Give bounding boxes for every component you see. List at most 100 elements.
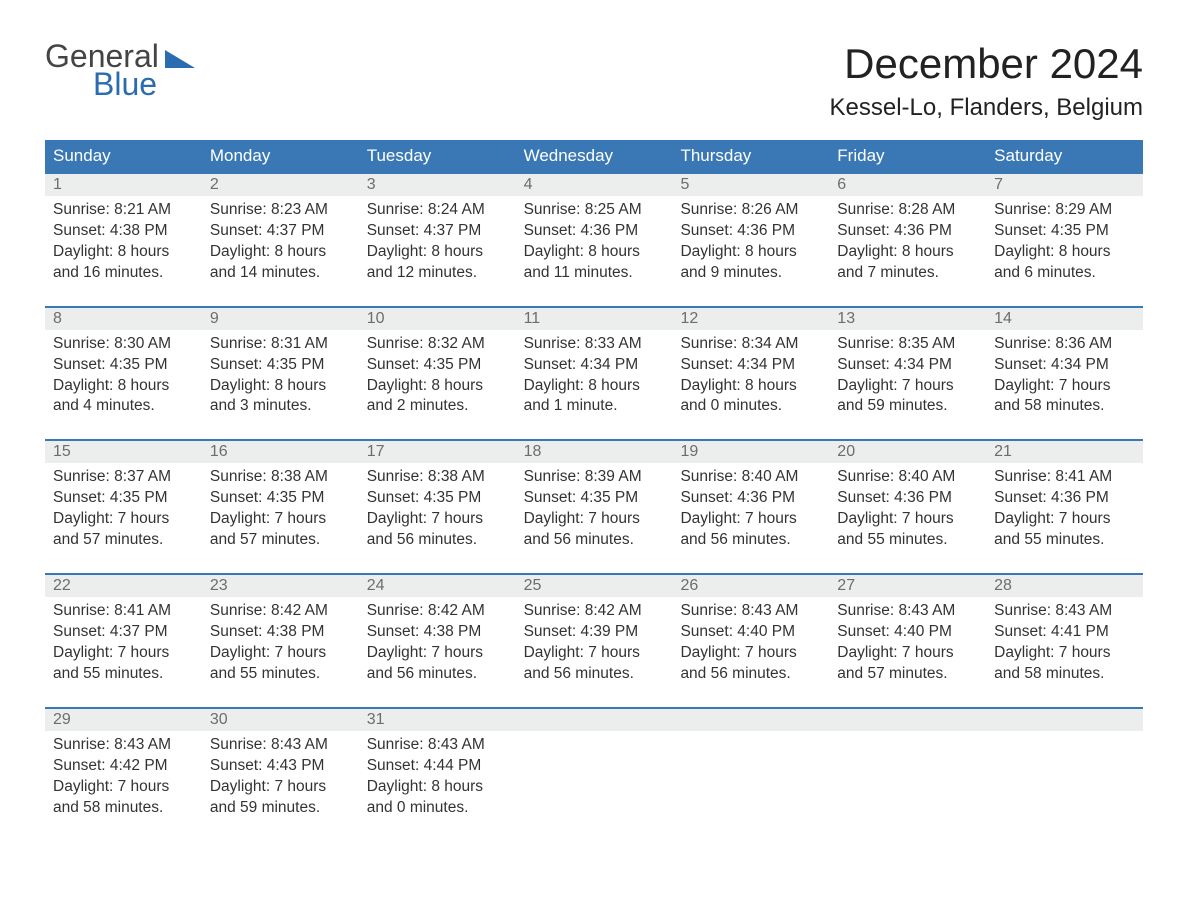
day-cell: Sunrise: 8:21 AMSunset: 4:38 PMDaylight:… <box>45 196 202 292</box>
sunset-text: Sunset: 4:44 PM <box>367 756 508 777</box>
daylight-text-1: Daylight: 7 hours <box>210 777 351 798</box>
day-cell <box>516 731 673 827</box>
day-cell: Sunrise: 8:34 AMSunset: 4:34 PMDaylight:… <box>672 330 829 426</box>
day-number-row: 293031 <box>45 707 1143 731</box>
day-number: 1 <box>45 174 202 196</box>
sunset-text: Sunset: 4:35 PM <box>210 488 351 509</box>
day-number: 30 <box>202 709 359 731</box>
day-cell: Sunrise: 8:42 AMSunset: 4:38 PMDaylight:… <box>202 597 359 693</box>
daylight-text-1: Daylight: 7 hours <box>367 509 508 530</box>
day-number: 19 <box>672 441 829 463</box>
day-number: 7 <box>986 174 1143 196</box>
daylight-text-2: and 11 minutes. <box>524 263 665 284</box>
sunset-text: Sunset: 4:34 PM <box>524 355 665 376</box>
day-body-row: Sunrise: 8:21 AMSunset: 4:38 PMDaylight:… <box>45 196 1143 292</box>
daylight-text-1: Daylight: 8 hours <box>210 242 351 263</box>
day-number: 18 <box>516 441 673 463</box>
day-cell: Sunrise: 8:25 AMSunset: 4:36 PMDaylight:… <box>516 196 673 292</box>
daylight-text-1: Daylight: 7 hours <box>524 509 665 530</box>
week-block: 293031Sunrise: 8:43 AMSunset: 4:42 PMDay… <box>45 707 1143 827</box>
sunset-text: Sunset: 4:37 PM <box>367 221 508 242</box>
sunrise-text: Sunrise: 8:40 AM <box>837 467 978 488</box>
daylight-text-2: and 55 minutes. <box>837 530 978 551</box>
daylight-text-1: Daylight: 7 hours <box>837 643 978 664</box>
daylight-text-1: Daylight: 7 hours <box>837 509 978 530</box>
day-body-row: Sunrise: 8:41 AMSunset: 4:37 PMDaylight:… <box>45 597 1143 693</box>
daylight-text-2: and 4 minutes. <box>53 396 194 417</box>
sunrise-text: Sunrise: 8:32 AM <box>367 334 508 355</box>
day-number: 26 <box>672 575 829 597</box>
sunset-text: Sunset: 4:41 PM <box>994 622 1135 643</box>
daylight-text-2: and 16 minutes. <box>53 263 194 284</box>
daylight-text-1: Daylight: 8 hours <box>524 376 665 397</box>
sunrise-text: Sunrise: 8:26 AM <box>680 200 821 221</box>
day-cell: Sunrise: 8:41 AMSunset: 4:36 PMDaylight:… <box>986 463 1143 559</box>
day-number: 11 <box>516 308 673 330</box>
daylight-text-1: Daylight: 7 hours <box>210 643 351 664</box>
day-number: 25 <box>516 575 673 597</box>
day-number: 2 <box>202 174 359 196</box>
day-cell: Sunrise: 8:40 AMSunset: 4:36 PMDaylight:… <box>829 463 986 559</box>
sunset-text: Sunset: 4:38 PM <box>367 622 508 643</box>
daylight-text-2: and 0 minutes. <box>680 396 821 417</box>
sunrise-text: Sunrise: 8:25 AM <box>524 200 665 221</box>
daylight-text-2: and 57 minutes. <box>53 530 194 551</box>
daylight-text-1: Daylight: 7 hours <box>53 643 194 664</box>
day-number: 24 <box>359 575 516 597</box>
sunset-text: Sunset: 4:43 PM <box>210 756 351 777</box>
day-number: 12 <box>672 308 829 330</box>
sunrise-text: Sunrise: 8:43 AM <box>994 601 1135 622</box>
day-cell <box>672 731 829 827</box>
day-number-row: 15161718192021 <box>45 439 1143 463</box>
daylight-text-2: and 57 minutes. <box>837 664 978 685</box>
daylight-text-2: and 56 minutes. <box>524 664 665 685</box>
day-cell: Sunrise: 8:41 AMSunset: 4:37 PMDaylight:… <box>45 597 202 693</box>
daylight-text-2: and 58 minutes. <box>994 396 1135 417</box>
day-number: 15 <box>45 441 202 463</box>
day-cell: Sunrise: 8:35 AMSunset: 4:34 PMDaylight:… <box>829 330 986 426</box>
sunset-text: Sunset: 4:36 PM <box>680 488 821 509</box>
day-number: 29 <box>45 709 202 731</box>
sunset-text: Sunset: 4:35 PM <box>53 488 194 509</box>
sunset-text: Sunset: 4:34 PM <box>837 355 978 376</box>
daylight-text-2: and 14 minutes. <box>210 263 351 284</box>
sunrise-text: Sunrise: 8:42 AM <box>524 601 665 622</box>
sunrise-text: Sunrise: 8:43 AM <box>53 735 194 756</box>
day-number: 16 <box>202 441 359 463</box>
sunset-text: Sunset: 4:35 PM <box>53 355 194 376</box>
sunrise-text: Sunrise: 8:21 AM <box>53 200 194 221</box>
daylight-text-2: and 59 minutes. <box>837 396 978 417</box>
sunrise-text: Sunrise: 8:28 AM <box>837 200 978 221</box>
day-number: 13 <box>829 308 986 330</box>
sunset-text: Sunset: 4:35 PM <box>367 355 508 376</box>
day-cell: Sunrise: 8:43 AMSunset: 4:43 PMDaylight:… <box>202 731 359 827</box>
day-cell <box>829 731 986 827</box>
sunset-text: Sunset: 4:37 PM <box>53 622 194 643</box>
daylight-text-2: and 57 minutes. <box>210 530 351 551</box>
sunset-text: Sunset: 4:40 PM <box>680 622 821 643</box>
sunset-text: Sunset: 4:36 PM <box>680 221 821 242</box>
day-number: 10 <box>359 308 516 330</box>
sunset-text: Sunset: 4:38 PM <box>210 622 351 643</box>
day-number: 9 <box>202 308 359 330</box>
day-cell: Sunrise: 8:36 AMSunset: 4:34 PMDaylight:… <box>986 330 1143 426</box>
location: Kessel-Lo, Flanders, Belgium <box>830 94 1143 122</box>
sunrise-text: Sunrise: 8:43 AM <box>680 601 821 622</box>
day-cell: Sunrise: 8:37 AMSunset: 4:35 PMDaylight:… <box>45 463 202 559</box>
sunrise-text: Sunrise: 8:43 AM <box>837 601 978 622</box>
daylight-text-2: and 12 minutes. <box>367 263 508 284</box>
daylight-text-1: Daylight: 7 hours <box>53 509 194 530</box>
daylight-text-2: and 6 minutes. <box>994 263 1135 284</box>
sunrise-text: Sunrise: 8:24 AM <box>367 200 508 221</box>
sunset-text: Sunset: 4:35 PM <box>994 221 1135 242</box>
sunset-text: Sunset: 4:38 PM <box>53 221 194 242</box>
sunset-text: Sunset: 4:34 PM <box>680 355 821 376</box>
sunset-text: Sunset: 4:36 PM <box>994 488 1135 509</box>
logo: General Blue <box>45 40 195 100</box>
sunrise-text: Sunrise: 8:42 AM <box>367 601 508 622</box>
sunrise-text: Sunrise: 8:34 AM <box>680 334 821 355</box>
daylight-text-1: Daylight: 8 hours <box>53 242 194 263</box>
daylight-text-1: Daylight: 8 hours <box>367 376 508 397</box>
sunset-text: Sunset: 4:36 PM <box>524 221 665 242</box>
daylight-text-2: and 55 minutes. <box>210 664 351 685</box>
